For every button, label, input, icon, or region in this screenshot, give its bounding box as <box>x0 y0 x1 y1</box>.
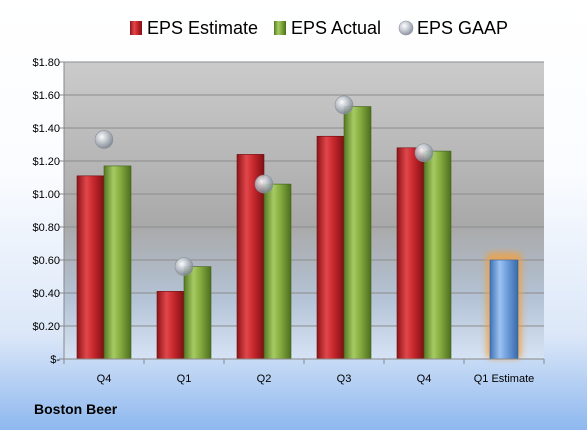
y-tick-label: $1.40 <box>32 123 60 135</box>
y-tick-label: $0.60 <box>32 255 60 267</box>
marker-eps-gaap <box>174 257 194 276</box>
gaap-markers <box>94 95 434 276</box>
bar-eps-actual <box>343 106 372 360</box>
y-axis: $- $0.20 $0.40 $0.60 $0.80 $1.00 $1.20 $1.40 $1.… <box>32 57 65 366</box>
gridlines <box>64 61 544 360</box>
bar-eps-actual <box>103 165 132 360</box>
legend-label: EPS Actual <box>291 18 381 38</box>
marker-eps-gaap <box>94 130 114 149</box>
chart-legend: EPS Estimate EPS Actual EPS GAAP <box>130 18 508 38</box>
legend-swatch <box>130 21 142 35</box>
y-tick-label: $1.80 <box>32 57 60 69</box>
x-tick-label: Q4 <box>417 373 432 385</box>
legend-label: EPS Estimate <box>147 18 258 38</box>
bar-eps-actual <box>183 266 212 360</box>
company-label: Boston Beer <box>34 401 118 417</box>
marker-eps-gaap <box>334 95 354 115</box>
bar-q1-estimate <box>489 259 519 360</box>
x-tick-label: Q2 <box>257 373 272 385</box>
marker-eps-gaap <box>414 143 434 163</box>
bars <box>76 106 522 360</box>
bar-eps-estimate <box>76 175 105 360</box>
x-tick-label: Q1 Estimate <box>474 373 535 385</box>
y-tick-label: $1.20 <box>32 156 60 168</box>
marker-eps-gaap <box>254 174 274 194</box>
legend-swatch <box>274 21 286 35</box>
y-tick-label: $- <box>50 354 60 366</box>
x-tick-label: Q1 <box>177 373 192 385</box>
y-tick-label: $0.40 <box>32 288 60 300</box>
bar-eps-estimate <box>156 291 185 360</box>
legend-label: EPS GAAP <box>417 18 508 38</box>
legend-swatch <box>398 20 414 36</box>
y-tick-label: $0.20 <box>32 321 60 333</box>
x-tick-label: Q4 <box>97 373 112 385</box>
bar-eps-actual <box>423 150 452 360</box>
y-tick-label: $1.60 <box>32 90 60 102</box>
bar-eps-estimate <box>396 147 425 360</box>
x-tick-label: Q3 <box>337 373 352 385</box>
bar-eps-actual <box>263 183 292 360</box>
bar-eps-estimate <box>316 135 345 360</box>
plot-area <box>64 62 544 359</box>
y-tick-label: $0.80 <box>32 222 60 234</box>
x-axis: Q4 Q1 Q2 Q3 Q4 Q1 Estimate <box>63 358 545 385</box>
y-tick-label: $1.00 <box>32 189 60 201</box>
